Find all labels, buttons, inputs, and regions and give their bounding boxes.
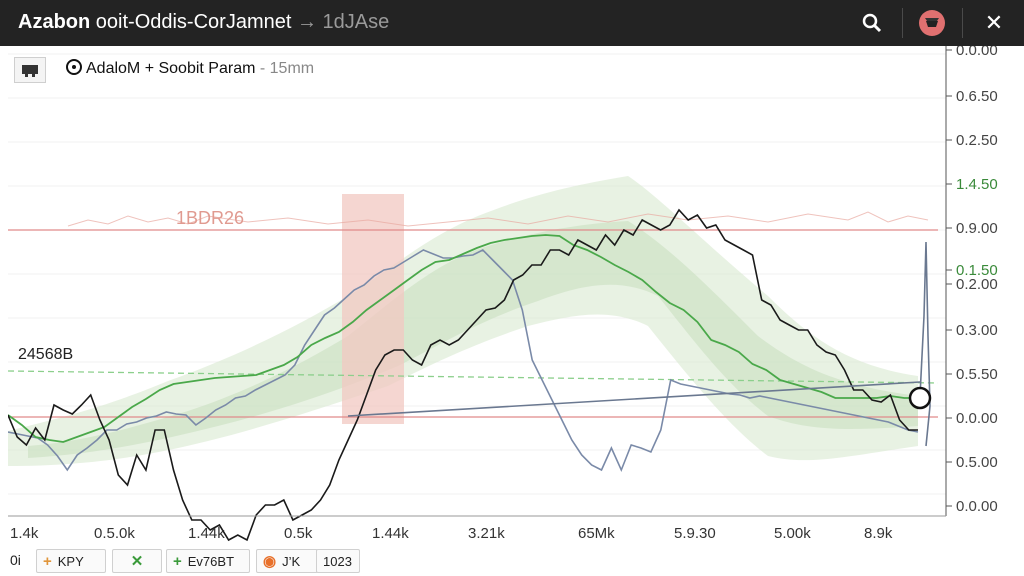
y-tick-label: 0.1.50 [956,262,998,279]
bottom-toolbar: 0i + KPY ✕ + Ev76BT ◉ J’K 1023 [0,546,1024,576]
avatar-button[interactable] [912,0,952,46]
x-tick-label: 1.44k [372,525,409,542]
legend-label: AdaloM + Soobit Param [86,60,256,77]
y-tick-label: 0.3.00 [956,322,998,339]
legend-toggle-button[interactable] [14,57,46,83]
y-tick-label: 0.2.00 [956,276,998,293]
y-tick-label: 0.0.00 [956,46,998,59]
confidence-band-inner [28,221,918,458]
x-tick-label: 0.5k [284,525,313,542]
close-button[interactable]: ✕ [972,0,1016,46]
window-title-brand: Azabon [18,11,91,33]
target-icon: ◉ [263,553,277,570]
plus-icon: + [43,552,52,570]
y-tick-label: 0.6.50 [956,88,998,105]
window-title-suffix: → 1dJAse [296,11,390,33]
x-tick-label: 65Mk [578,525,615,542]
toolbar-label: 1023 [323,553,352,569]
x-tick-label: 1.4k [10,525,39,542]
trend-line [347,381,921,417]
bottom-left-text: 0i [10,552,21,568]
y-tick-label: 0.5.50 [956,366,998,383]
chart-settings-icon [22,65,38,77]
y-tick-label: 0.0.00 [956,410,998,427]
x-tick-label: 0.5.0k [94,525,135,542]
window-title-main: ooit-Oddis-CorJamnet [95,11,292,33]
chart-legend: AdaloM + Soobit Param - 15mm [66,59,314,78]
ninja-avatar-icon [919,10,945,36]
titlebar-separator [962,8,963,38]
upper-noise-series [67,211,929,227]
x-tick-label: 3.21k [468,525,505,542]
line-chart[interactable]: 0.0.00 0.6.50 0.2.50 1.4.50 0.9.00 0.1.500.2.… [7,42,1024,546]
legend-suffix: - 15mm [259,60,315,77]
series-line-price [7,208,918,542]
toolbar-button-cross[interactable]: ✕ [112,549,162,573]
y-axis-ticks: 0.0.00 0.6.50 0.2.50 1.4.50 0.9.00 0.1.500.2.… [946,42,998,515]
toolbar-button-kpy[interactable]: + KPY [36,549,106,573]
toolbar-label: KPY [57,553,84,569]
series-line-blue [7,249,919,473]
search-button[interactable] [852,0,892,46]
toolbar-label: Ev76BT [187,553,235,569]
cross-icon: ✕ [130,553,144,570]
x-tick-label: 1.44k [188,525,225,542]
plus-icon: + [173,552,182,570]
titlebar-separator [902,8,903,38]
close-icon: ✕ [984,10,1004,35]
spike-line [919,241,931,447]
x-tick-label: 8.9k [864,525,893,542]
title-bar: Azabon ooit-Oddis-CorJamnet → 1dJAse ✕ [0,0,1024,46]
x-tick-label: 5.00k [774,525,811,542]
x-tick-label: 5.9.30 [674,525,716,542]
toolbar-button-target[interactable]: ◉ J’K [256,549,318,573]
window-title: Azabon ooit-Oddis-CorJamnet → 1dJAse [18,11,389,34]
upper-line-label: 1BDR26 [176,208,244,228]
toolbar-button-ev76bt[interactable]: + Ev76BT [166,549,250,573]
y-tick-label: 0.2.50 [956,132,998,149]
series-line-green [7,234,918,443]
search-icon [862,13,882,33]
highlight-region [342,194,404,424]
toolbar-label: J’K [282,553,301,569]
legend-target-icon [66,59,82,75]
y-tick-label: 1.4.50 [956,176,998,193]
y-tick-label: 0.0.00 [956,498,998,515]
chart-area[interactable]: 0.0.00 0.6.50 0.2.50 1.4.50 0.9.00 0.1.50 0.2.… [7,42,1024,546]
left-value-label: 24568B [18,346,73,363]
toolbar-button-count[interactable]: 1023 [316,549,360,573]
y-tick-label: 0.5.00 [956,454,998,471]
x-axis-ticks: 1.4k 0.5.0k 1.44k 0.5k 1.44k 3.21k 65Mk 5.9.30 5… [10,525,893,542]
current-point-marker[interactable] [908,386,932,410]
y-tick-label: 0.9.00 [956,220,998,237]
